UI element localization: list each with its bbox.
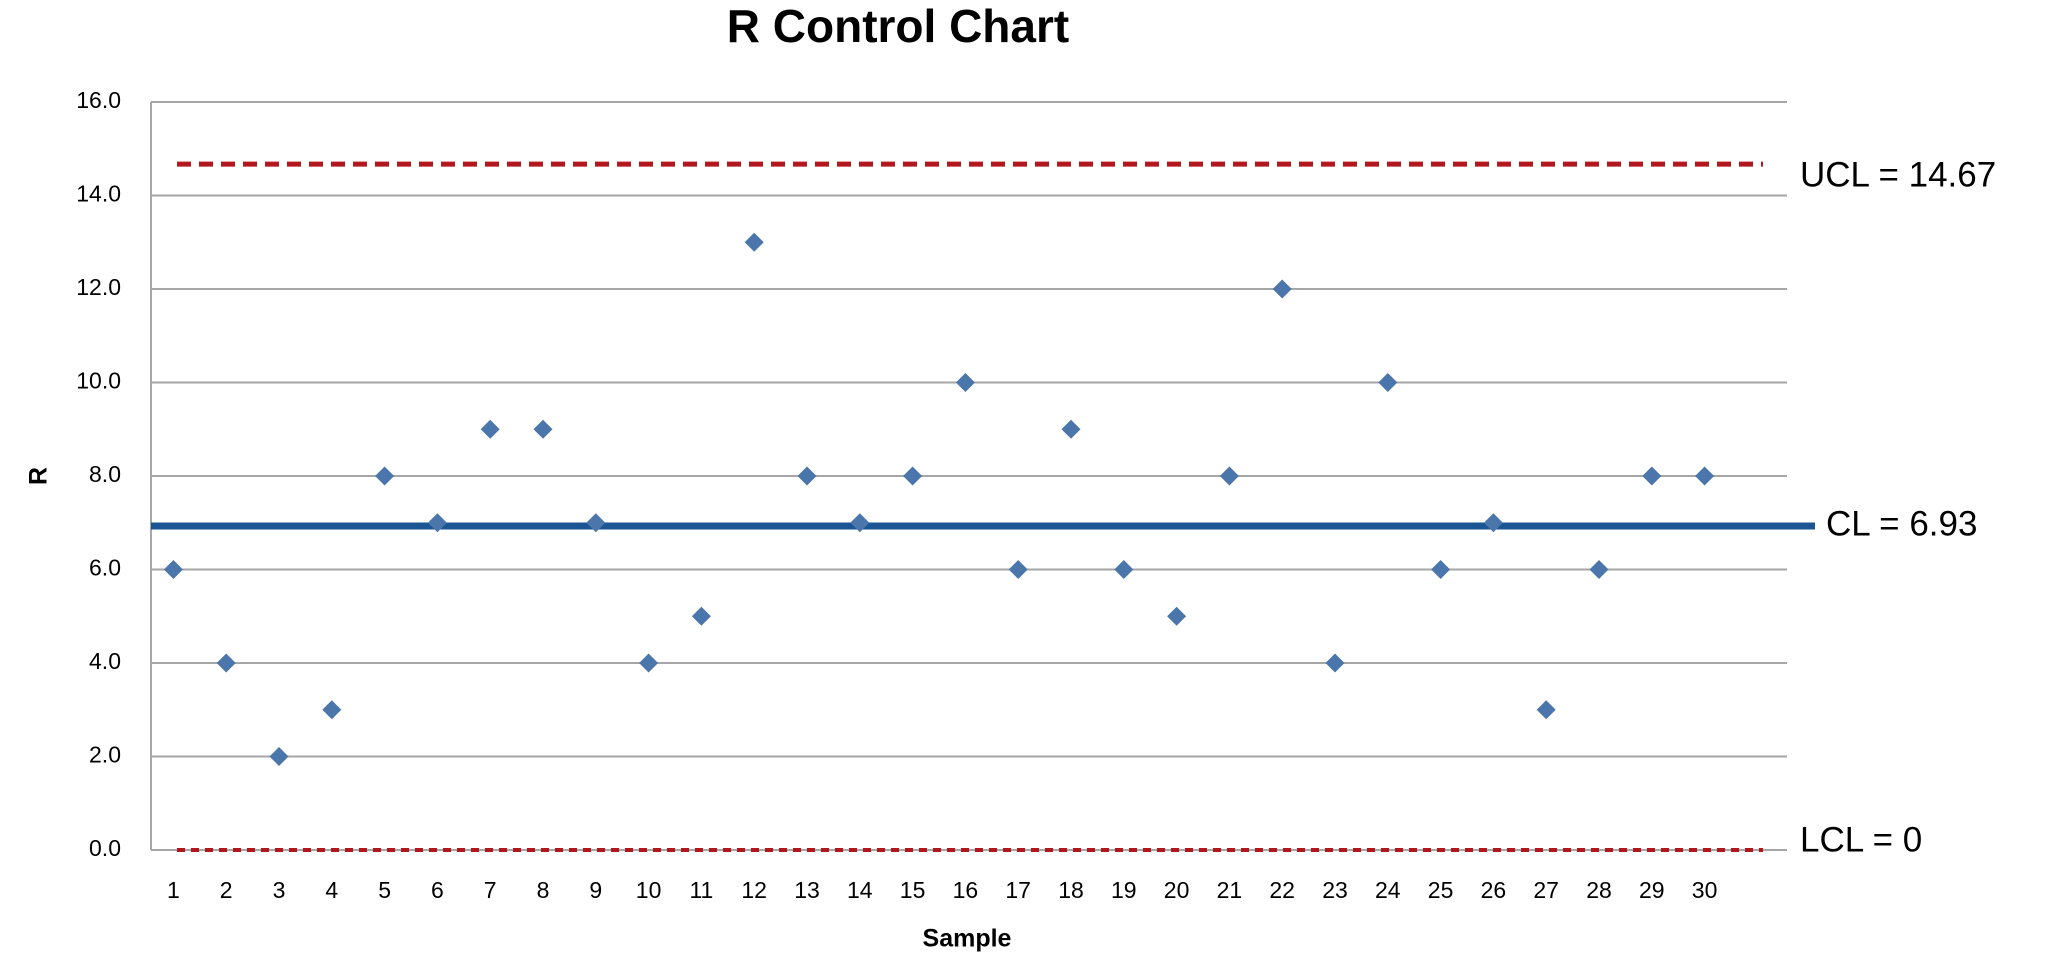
x-tick-label: 26 bbox=[1481, 877, 1507, 903]
x-tick-label: 17 bbox=[1005, 877, 1031, 903]
point bbox=[1272, 279, 1292, 299]
point bbox=[1589, 560, 1609, 579]
point bbox=[1061, 419, 1081, 439]
reference-label: LCL = 0 bbox=[1800, 820, 1922, 859]
y-tick-label: 8.0 bbox=[89, 461, 121, 487]
point bbox=[427, 513, 447, 533]
x-tick-label: 11 bbox=[689, 877, 713, 903]
point bbox=[375, 466, 395, 486]
y-tick-label: 6.0 bbox=[89, 555, 121, 581]
x-tick-label: 14 bbox=[847, 877, 873, 903]
point bbox=[744, 232, 764, 252]
point bbox=[1378, 373, 1398, 392]
x-tick-label: 25 bbox=[1428, 877, 1454, 903]
chart-title: R Control Chart bbox=[727, 0, 1069, 52]
reference-label: CL = 6.93 bbox=[1826, 504, 1977, 543]
x-tick-label: 18 bbox=[1058, 877, 1084, 903]
x-tick-label: 28 bbox=[1586, 877, 1612, 903]
point bbox=[1325, 653, 1345, 673]
x-tick-label: 4 bbox=[325, 877, 338, 903]
x-tick-label: 12 bbox=[741, 877, 767, 903]
point bbox=[269, 747, 289, 766]
point bbox=[216, 653, 236, 673]
point bbox=[691, 606, 711, 626]
point bbox=[1536, 700, 1556, 720]
x-tick-label: 8 bbox=[537, 877, 550, 903]
x-tick-label: 2 bbox=[220, 877, 233, 903]
point bbox=[1483, 513, 1503, 533]
point bbox=[163, 560, 183, 579]
point bbox=[903, 466, 923, 486]
x-tick-label: 1 bbox=[167, 877, 180, 903]
y-tick-label: 10.0 bbox=[76, 368, 121, 394]
point bbox=[1431, 560, 1451, 579]
x-tick-label: 20 bbox=[1164, 877, 1190, 903]
point bbox=[1695, 466, 1715, 486]
x-tick-label: 23 bbox=[1322, 877, 1348, 903]
point bbox=[1642, 466, 1662, 486]
x-tick-label: 22 bbox=[1269, 877, 1295, 903]
x-tick-label: 19 bbox=[1111, 877, 1137, 903]
x-tick-label: 21 bbox=[1217, 877, 1243, 903]
x-tick-label: 6 bbox=[431, 877, 444, 903]
x-tick-label: 30 bbox=[1692, 877, 1718, 903]
x-tick-label: 3 bbox=[273, 877, 286, 903]
point bbox=[1114, 560, 1134, 579]
y-tick-label: 12.0 bbox=[76, 274, 121, 300]
y-tick-label: 4.0 bbox=[89, 648, 121, 674]
reference-label: UCL = 14.67 bbox=[1800, 155, 1996, 194]
y-tick-label: 16.0 bbox=[76, 87, 121, 113]
point bbox=[480, 419, 500, 439]
point bbox=[322, 700, 342, 720]
x-tick-label: 5 bbox=[378, 877, 391, 903]
x-tick-label: 9 bbox=[589, 877, 602, 903]
x-tick-label: 13 bbox=[794, 877, 820, 903]
x-tick-label: 15 bbox=[900, 877, 926, 903]
point bbox=[533, 419, 553, 439]
x-tick-label: 10 bbox=[636, 877, 662, 903]
x-tick-label: 7 bbox=[484, 877, 497, 903]
point bbox=[586, 513, 606, 533]
point bbox=[1219, 466, 1239, 486]
x-tick-label: 27 bbox=[1533, 877, 1559, 903]
point bbox=[955, 373, 975, 392]
x-tick-label: 29 bbox=[1639, 877, 1665, 903]
x-axis-label: Sample bbox=[923, 925, 1012, 953]
y-tick-label: 2.0 bbox=[89, 742, 121, 768]
y-tick-label: 14.0 bbox=[76, 181, 121, 207]
point bbox=[639, 653, 659, 673]
point bbox=[1167, 606, 1187, 626]
point bbox=[1008, 560, 1028, 579]
point bbox=[850, 513, 870, 533]
point bbox=[797, 466, 817, 486]
y-tick-label: 0.0 bbox=[89, 835, 121, 861]
x-tick-label: 24 bbox=[1375, 877, 1401, 903]
x-tick-label: 16 bbox=[953, 877, 979, 903]
y-axis-label: R bbox=[25, 467, 53, 485]
